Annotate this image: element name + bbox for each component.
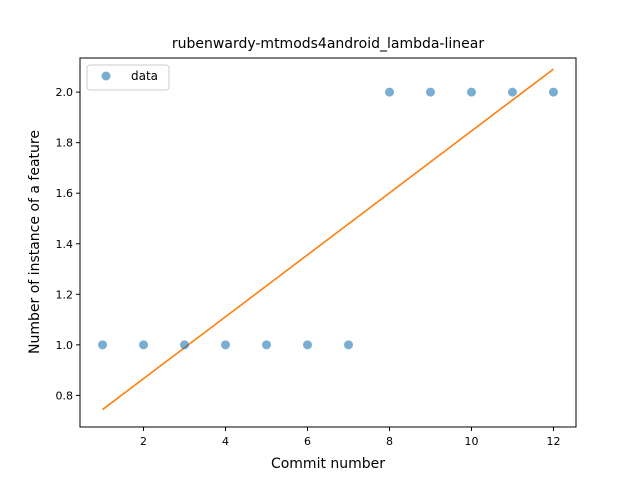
x-tick-label: 2: [140, 435, 147, 448]
y-tick-label: 1.0: [56, 339, 74, 352]
y-axis-label: Number of instance of a feature: [27, 130, 43, 354]
x-tick-label: 4: [222, 435, 229, 448]
data-point: [507, 87, 517, 97]
y-axis-ticks: 0.8 1.0 1.2 1.4 1.6 1.8 2.0: [56, 86, 80, 402]
y-tick-label: 1.6: [56, 187, 74, 200]
y-tick-label: 1.8: [56, 137, 74, 150]
y-tick-label: 0.8: [56, 389, 74, 402]
legend-marker-data: [101, 71, 111, 81]
legend-box: [86, 64, 170, 91]
data-point: [303, 340, 312, 350]
y-tick-label: 2.0: [56, 86, 74, 99]
y-tick-label: 1.4: [56, 238, 74, 251]
data-point: [98, 340, 108, 350]
plot-area: [98, 68, 558, 411]
data-point: [384, 87, 394, 97]
data-point: [139, 340, 149, 350]
y-tick-label: 1.2: [56, 288, 74, 301]
data-point: [425, 87, 435, 97]
legend: data: [86, 64, 170, 91]
data-point: [262, 340, 272, 350]
x-tick-label: 10: [464, 435, 478, 448]
chart-title: rubenwardy-mtmods4android_lambda-linear: [172, 36, 484, 52]
data-point: [548, 87, 558, 97]
data-point: [344, 340, 353, 350]
x-tick-label: 12: [546, 435, 560, 448]
data-point: [180, 340, 190, 350]
axes-frame: [79, 57, 577, 428]
x-tick-label: 8: [386, 435, 393, 448]
data-point: [221, 340, 231, 350]
x-axis-ticks: 2 4 6 8 10 12: [140, 427, 560, 448]
fit-line: [102, 68, 554, 411]
x-axis-label: Commit number: [271, 456, 385, 472]
data-point: [466, 87, 476, 97]
legend-label-data: data: [131, 69, 158, 83]
x-tick-label: 6: [304, 435, 311, 448]
